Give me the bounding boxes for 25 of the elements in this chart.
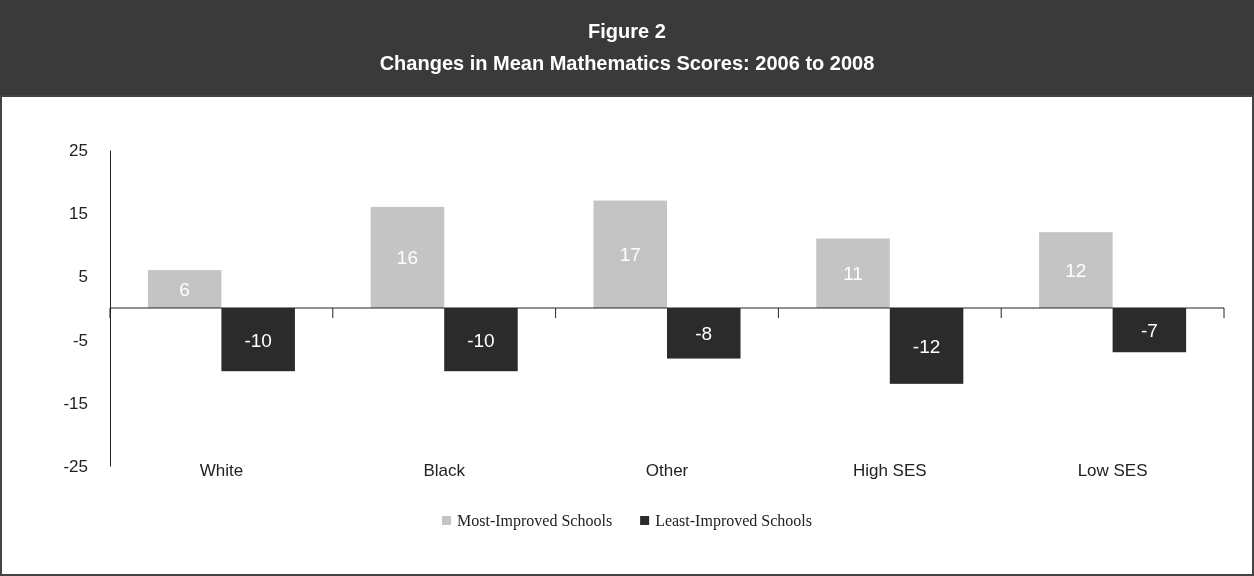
- chart-title: Figure 2: [588, 20, 666, 42]
- x-tick-label: Other: [645, 461, 689, 480]
- y-tick-label: -25: [63, 456, 88, 476]
- y-tick-label: -15: [63, 393, 88, 413]
- y-tick-label: 5: [78, 267, 88, 287]
- y-tick-label: 15: [69, 204, 88, 224]
- x-tick-label: Low SES: [1077, 461, 1148, 480]
- data-label: 12: [1065, 260, 1087, 282]
- chart-subtitle: Changes in Mean Mathematics Scores: 2006 to 2008: [379, 52, 875, 74]
- y-tick-label: 25: [69, 140, 88, 160]
- legend-label: Most-Improved Schools: [457, 512, 613, 530]
- data-label: 11: [843, 263, 863, 285]
- data-label: -8: [695, 323, 713, 345]
- data-label: 17: [619, 244, 641, 266]
- data-label: -10: [467, 329, 495, 351]
- y-tick-label: -5: [72, 330, 88, 350]
- x-tick-label: White: [199, 461, 244, 480]
- data-label: 16: [396, 247, 419, 269]
- data-label: -7: [1140, 320, 1158, 342]
- data-label: -12: [912, 335, 941, 357]
- x-tick-label: Black: [423, 461, 466, 480]
- data-label: -10: [244, 329, 272, 351]
- x-tick-label: High SES: [852, 461, 927, 480]
- legend-label: Least-Improved Schools: [655, 512, 812, 530]
- data-label: 6: [179, 279, 190, 301]
